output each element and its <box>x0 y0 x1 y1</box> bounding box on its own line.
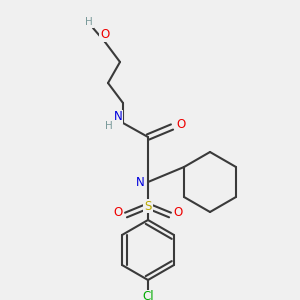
Text: N: N <box>136 176 144 188</box>
Text: O: O <box>100 28 109 41</box>
Text: Cl: Cl <box>142 290 154 300</box>
Text: O: O <box>176 118 186 130</box>
Text: O: O <box>173 206 183 220</box>
Text: S: S <box>144 200 152 212</box>
Text: O: O <box>113 206 123 220</box>
Text: H: H <box>85 17 93 27</box>
Text: N: N <box>114 110 122 124</box>
Text: H: H <box>105 121 113 131</box>
